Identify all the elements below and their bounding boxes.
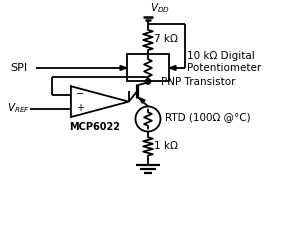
Text: 1 kΩ: 1 kΩ — [154, 141, 178, 151]
Polygon shape — [139, 98, 145, 103]
Circle shape — [145, 79, 151, 84]
Text: +: + — [76, 103, 84, 113]
Text: SPI: SPI — [10, 63, 27, 73]
Text: RTD (100Ω @°C): RTD (100Ω @°C) — [165, 112, 251, 122]
Text: 7 kΩ: 7 kΩ — [154, 34, 178, 44]
Text: $V_{REF}$: $V_{REF}$ — [7, 102, 30, 116]
Polygon shape — [169, 65, 176, 70]
Text: PNP Transistor: PNP Transistor — [161, 77, 236, 87]
Bar — [127, 55, 169, 81]
Text: $V_{DD}$: $V_{DD}$ — [150, 1, 170, 15]
Text: −: − — [76, 89, 84, 99]
Text: MCP6022: MCP6022 — [70, 122, 121, 132]
Polygon shape — [120, 65, 127, 70]
Text: 10 kΩ Digital
Potentiometer: 10 kΩ Digital Potentiometer — [186, 51, 261, 73]
